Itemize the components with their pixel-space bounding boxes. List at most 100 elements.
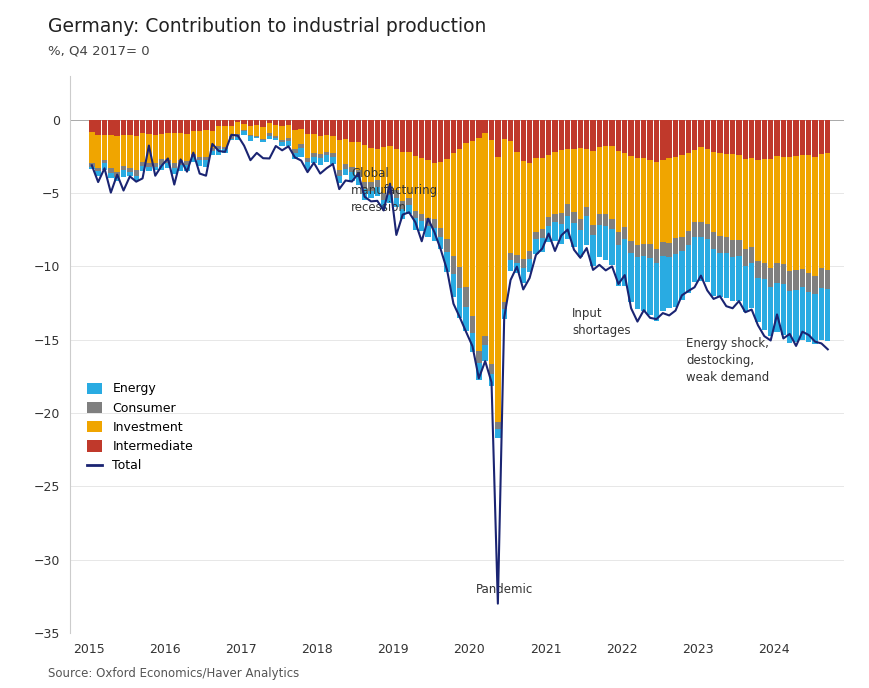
Bar xyxy=(647,257,652,315)
Bar xyxy=(482,345,488,361)
Bar xyxy=(292,153,297,159)
Bar xyxy=(184,134,189,160)
Bar xyxy=(723,253,728,298)
Text: Global
manufacturing
recession: Global manufacturing recession xyxy=(351,166,438,213)
Bar xyxy=(590,225,595,235)
Bar xyxy=(527,252,532,259)
Bar xyxy=(146,133,151,163)
Bar xyxy=(152,167,158,171)
Bar xyxy=(660,160,665,242)
Bar xyxy=(716,252,722,297)
Bar xyxy=(672,120,678,157)
Bar xyxy=(419,221,424,231)
Bar xyxy=(400,120,405,152)
Bar xyxy=(285,138,291,141)
Bar xyxy=(691,237,696,281)
Bar xyxy=(615,120,620,151)
Bar xyxy=(159,134,164,160)
Bar xyxy=(241,120,247,124)
Bar xyxy=(96,120,101,136)
Bar xyxy=(393,190,399,198)
Bar xyxy=(412,211,418,218)
Bar xyxy=(102,163,107,171)
Bar xyxy=(729,120,734,154)
Bar xyxy=(660,242,665,256)
Bar xyxy=(273,120,278,125)
Bar xyxy=(608,120,614,146)
Bar xyxy=(348,167,355,172)
Bar xyxy=(387,186,392,195)
Bar xyxy=(475,138,481,351)
Bar xyxy=(375,120,380,149)
Bar xyxy=(387,195,392,204)
Bar xyxy=(444,160,449,239)
Bar xyxy=(387,146,392,186)
Bar xyxy=(108,169,114,173)
Bar xyxy=(754,278,760,322)
Bar xyxy=(190,154,196,158)
Legend: Energy, Consumer, Investment, Intermediate, Total: Energy, Consumer, Investment, Intermedia… xyxy=(83,379,196,476)
Bar xyxy=(216,120,221,126)
Bar xyxy=(666,120,671,158)
Bar xyxy=(482,133,488,336)
Bar xyxy=(596,214,601,226)
Bar xyxy=(735,257,740,301)
Bar xyxy=(621,153,627,227)
Bar xyxy=(602,214,607,226)
Bar xyxy=(704,239,709,282)
Bar xyxy=(368,182,374,191)
Bar xyxy=(248,135,253,136)
Bar xyxy=(235,122,240,134)
Bar xyxy=(704,149,709,224)
Bar xyxy=(634,158,640,246)
Bar xyxy=(640,244,646,257)
Bar xyxy=(292,130,297,149)
Bar xyxy=(406,151,411,198)
Bar xyxy=(438,162,443,228)
Bar xyxy=(627,253,634,302)
Bar xyxy=(520,268,526,283)
Bar xyxy=(375,180,380,186)
Bar xyxy=(653,120,659,162)
Bar xyxy=(818,288,823,340)
Bar xyxy=(209,151,215,155)
Bar xyxy=(311,133,316,153)
Bar xyxy=(279,140,284,142)
Bar xyxy=(608,146,614,219)
Bar xyxy=(577,120,582,148)
Bar xyxy=(640,120,646,158)
Bar xyxy=(824,289,830,341)
Bar xyxy=(685,231,690,245)
Bar xyxy=(779,283,786,335)
Bar xyxy=(621,227,627,239)
Bar xyxy=(108,135,114,169)
Bar xyxy=(133,136,139,170)
Bar xyxy=(723,154,728,237)
Bar xyxy=(583,206,588,216)
Bar xyxy=(615,151,620,233)
Bar xyxy=(564,120,570,149)
Bar xyxy=(323,120,328,135)
Bar xyxy=(507,261,513,271)
Bar xyxy=(342,169,348,175)
Bar xyxy=(140,133,145,162)
Bar xyxy=(362,120,367,145)
Bar xyxy=(330,153,335,157)
Bar xyxy=(812,294,817,344)
Bar xyxy=(469,332,474,352)
Bar xyxy=(704,120,709,149)
Bar xyxy=(793,270,798,290)
Bar xyxy=(121,120,126,135)
Bar xyxy=(273,125,278,136)
Bar xyxy=(679,251,684,300)
Bar xyxy=(786,120,792,157)
Bar xyxy=(254,125,259,136)
Bar xyxy=(152,120,158,135)
Bar xyxy=(184,160,189,165)
Bar xyxy=(615,245,620,286)
Bar xyxy=(627,120,634,156)
Bar xyxy=(342,164,348,169)
Bar xyxy=(121,166,126,170)
Bar xyxy=(216,126,221,147)
Bar xyxy=(760,159,766,263)
